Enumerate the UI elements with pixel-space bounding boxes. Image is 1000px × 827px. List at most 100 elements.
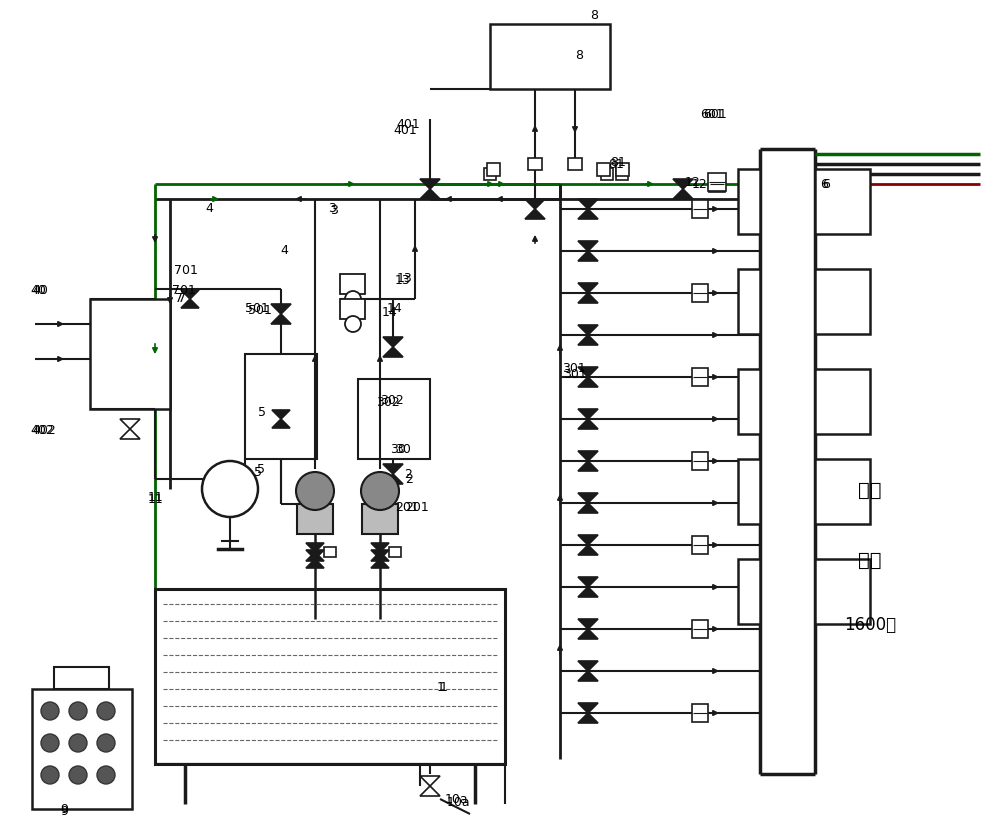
Circle shape [345,292,361,308]
Polygon shape [120,429,140,439]
Polygon shape [383,475,403,485]
Text: 2: 2 [405,473,413,486]
Text: 12: 12 [685,175,701,189]
Bar [90,299,170,409]
Polygon shape [578,672,598,681]
Bar [597,164,610,177]
Bar [389,547,401,557]
Text: 5: 5 [254,466,262,479]
Polygon shape [371,552,389,562]
Text: 30: 30 [390,443,406,456]
Text: 1: 1 [437,681,445,694]
Bar [692,704,708,722]
Text: 玻璃: 玻璃 [858,480,882,499]
Bar [738,370,760,434]
Polygon shape [578,367,598,378]
Polygon shape [383,465,403,475]
Polygon shape [181,290,199,299]
Polygon shape [578,629,598,639]
Text: 402: 402 [32,423,56,436]
Text: 1: 1 [440,681,448,694]
Bar [616,169,628,181]
Bar [340,275,365,294]
Bar [32,689,132,809]
Bar [709,177,725,193]
Polygon shape [578,378,598,388]
Text: 201: 201 [395,501,419,514]
Text: 13: 13 [395,273,411,286]
Polygon shape [578,419,598,429]
Circle shape [345,317,361,332]
Bar [692,537,708,554]
Polygon shape [420,786,440,796]
Text: 4: 4 [205,201,213,214]
Bar [487,164,500,177]
Text: 5: 5 [258,405,266,418]
Polygon shape [578,587,598,597]
Bar [245,355,317,460]
Circle shape [69,734,87,752]
Bar [738,559,760,624]
Text: 10a: 10a [447,796,471,809]
Text: 9: 9 [60,802,68,815]
Text: 601: 601 [700,108,724,122]
Polygon shape [578,545,598,555]
Polygon shape [578,713,598,723]
Bar [738,170,760,235]
Polygon shape [306,559,324,568]
Polygon shape [578,251,598,261]
Bar [616,164,629,177]
Text: 1600度: 1600度 [844,615,896,633]
Polygon shape [673,179,693,189]
Text: 201: 201 [405,501,429,514]
Bar [692,201,708,218]
Text: 14: 14 [382,305,398,318]
Bar [692,369,708,386]
Polygon shape [371,559,389,568]
Bar [815,559,870,624]
Bar [155,590,505,764]
Polygon shape [578,494,598,504]
Polygon shape [578,200,598,210]
Polygon shape [525,200,545,210]
Text: 2: 2 [404,468,412,481]
Circle shape [97,766,115,784]
Bar [362,504,398,534]
Text: 7: 7 [175,291,183,304]
Bar [708,174,726,192]
Polygon shape [306,550,324,559]
Polygon shape [306,552,324,562]
Polygon shape [578,662,598,672]
Text: 11: 11 [148,493,164,506]
Bar [692,620,708,638]
Polygon shape [578,619,598,629]
Polygon shape [271,304,291,314]
Bar [528,159,542,171]
Polygon shape [578,577,598,587]
Text: 501: 501 [248,304,272,316]
Text: 302: 302 [380,393,404,406]
Circle shape [202,461,258,518]
Polygon shape [578,241,598,251]
Circle shape [97,702,115,720]
Circle shape [41,766,59,784]
Text: 402: 402 [30,423,54,436]
Text: 3: 3 [330,203,338,216]
Bar [692,284,708,303]
Text: 6: 6 [822,179,830,191]
Bar [738,270,760,335]
Bar [297,504,333,534]
Text: 6: 6 [820,179,828,191]
Polygon shape [306,543,324,552]
Polygon shape [383,347,403,357]
Bar [324,547,336,557]
Text: 窑炉: 窑炉 [858,550,882,569]
Bar [340,299,365,319]
Bar [568,159,582,171]
Text: 401: 401 [396,118,420,131]
Polygon shape [371,550,389,559]
Bar [815,370,870,434]
Bar [54,667,109,689]
Text: 40: 40 [30,283,46,296]
Polygon shape [420,776,440,786]
